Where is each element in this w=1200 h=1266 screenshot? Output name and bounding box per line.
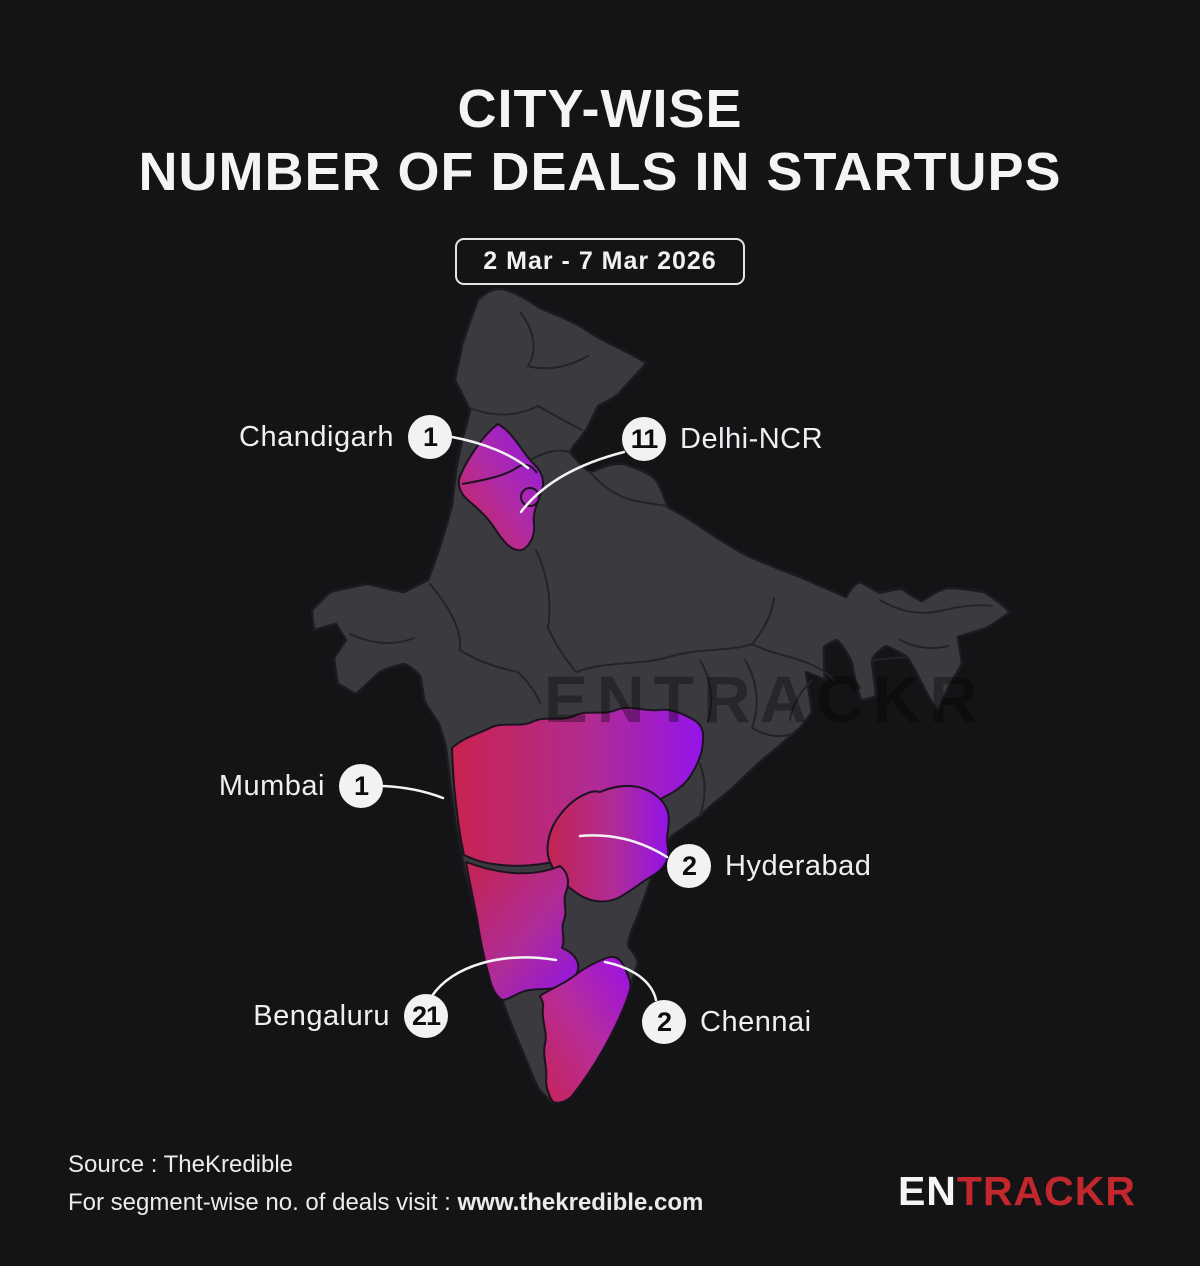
page-title: CITY-WISE NUMBER OF DEALS IN STARTUPS	[0, 78, 1200, 204]
watermark-text: ENTRACKR	[544, 662, 986, 736]
city-label: Bengaluru	[253, 999, 390, 1032]
city-label: Delhi-NCR	[680, 422, 824, 455]
logo-part-en: EN	[897, 1168, 957, 1214]
source-line: Source : TheKredible	[68, 1151, 294, 1178]
city-callout-delhi-ncr: 11 Delhi-NCR	[622, 417, 823, 461]
city-callout-hyderabad: 2 Hyderabad	[667, 844, 871, 888]
india-base-shape: ENTRACKR	[310, 287, 1012, 1105]
footer-source: Source : TheKredible For segment-wise no…	[68, 1146, 703, 1222]
callout-line-chandigarh	[450, 435, 530, 470]
city-label: Hyderabad	[725, 849, 872, 882]
callout-line-delhi-ncr	[519, 450, 626, 514]
city-callout-mumbai: Mumbai 1	[219, 764, 383, 808]
visit-url: www.thekredible.com	[457, 1189, 704, 1216]
highlighted-states	[451, 423, 705, 1104]
city-callout-chennai: 2 Chennai	[642, 1000, 812, 1044]
logo-part-trackr: TRACKR	[956, 1168, 1136, 1214]
deal-count-badge: 1	[408, 415, 452, 459]
state-borders	[349, 311, 993, 817]
callout-lines	[381, 435, 669, 1002]
city-callout-bengaluru: Bengaluru 21	[253, 994, 448, 1038]
city-callout-chandigarh: Chandigarh 1	[239, 415, 452, 459]
state-tamil-nadu	[539, 955, 632, 1104]
deal-count-badge: 2	[642, 1000, 686, 1044]
title-line-2: NUMBER OF DEALS IN STARTUPS	[138, 142, 1062, 203]
state-karnataka	[465, 861, 580, 1001]
city-label: Chandigarh	[239, 420, 394, 453]
callout-line-chennai	[603, 960, 658, 1002]
state-punjab-haryana	[457, 423, 545, 552]
callout-line-mumbai	[381, 784, 445, 800]
city-label: Mumbai	[218, 769, 325, 802]
title-line-1: CITY-WISE	[457, 79, 743, 139]
deal-count-badge: 21	[404, 994, 448, 1038]
deal-count-badge: 1	[339, 764, 383, 808]
entrackr-logo: ENTRACKR	[898, 1168, 1136, 1215]
visit-prefix: For segment-wise no. of deals visit :	[68, 1189, 458, 1216]
state-maharashtra	[451, 706, 705, 867]
visit-line: For segment-wise no. of deals visit : ww…	[68, 1184, 703, 1222]
deal-count-badge: 11	[622, 417, 666, 461]
date-range-badge: 2 Mar - 7 Mar 2026	[455, 238, 745, 286]
callout-line-hyderabad	[578, 834, 669, 859]
city-label: Chennai	[700, 1005, 812, 1038]
deal-count-badge: 2	[667, 844, 711, 888]
header: CITY-WISE NUMBER OF DEALS IN STARTUPS 2 …	[0, 78, 1200, 286]
state-telangana	[546, 784, 670, 903]
callout-line-bengaluru	[430, 956, 558, 998]
